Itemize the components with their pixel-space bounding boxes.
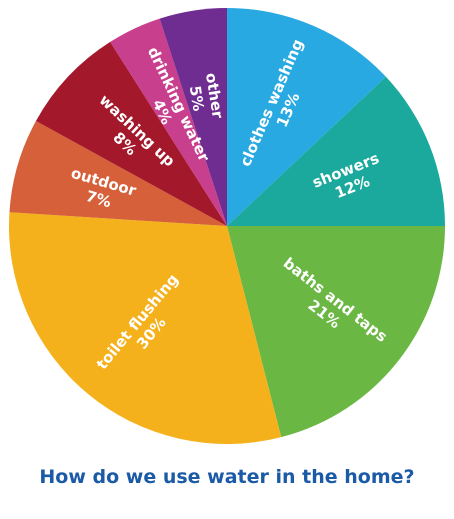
slice-showers <box>227 76 445 226</box>
pie-slices <box>8 8 445 444</box>
slice-drinking-water <box>110 18 227 227</box>
slice-toilet-flushing <box>8 212 282 444</box>
chart-title: How do we use water in the home? <box>39 466 415 488</box>
slice-clothes-washing <box>227 8 386 226</box>
slice-outdoor <box>9 120 227 226</box>
slice-washing-up <box>35 41 227 227</box>
pie-chart-svg: clothes washing13%showers12%baths and ta… <box>8 8 445 444</box>
pie-chart: clothes washing13% showers12% baths and ta… <box>8 8 445 444</box>
slice-other <box>159 8 227 226</box>
slice-baths-and-taps <box>227 226 445 438</box>
